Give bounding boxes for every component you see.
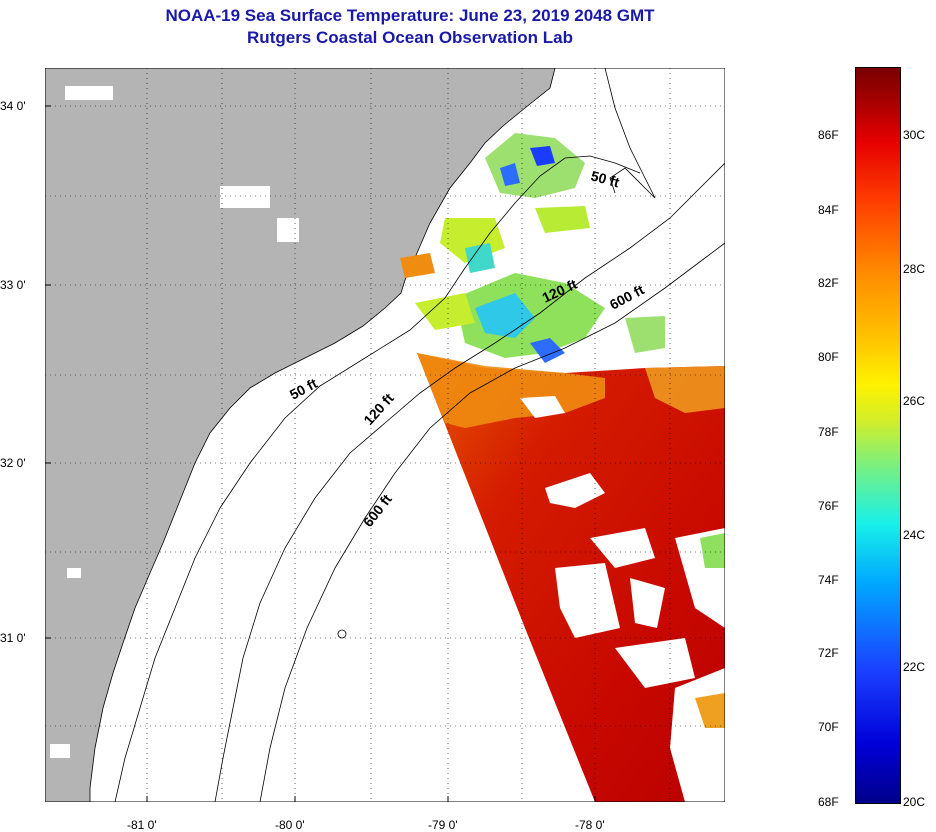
cb-label-80f: 80F — [818, 350, 839, 364]
sst-map: 50 ft 120 ft 600 ft 50 ft 120 ft 600 ft — [45, 68, 725, 802]
lat-label-32: 32 0' — [0, 456, 26, 470]
cb-label-30c: 30C — [903, 128, 926, 142]
bathymetry-contours — [114, 155, 725, 802]
cb-label-20c: 20C — [903, 795, 926, 809]
sst-cool-patches — [400, 133, 725, 728]
lat-label-31: 31 0' — [0, 631, 26, 645]
land-mass — [45, 68, 556, 802]
contour-label-50ft-north: 50 ft — [589, 167, 621, 190]
cb-label-82f: 82F — [818, 276, 839, 290]
map-subtitle: Rutgers Coastal Ocean Observation Lab — [247, 28, 573, 47]
cb-label-68f: 68F — [818, 795, 839, 809]
lon-label-78: -78 0' — [575, 818, 605, 832]
lon-label-80: -80 0' — [275, 818, 305, 832]
cb-label-74f: 74F — [818, 573, 839, 587]
coastline-east — [604, 68, 656, 199]
cb-label-24c: 24C — [903, 528, 926, 542]
map-title: NOAA-19 Sea Surface Temperature: June 23… — [165, 6, 655, 25]
cb-label-70f: 70F — [818, 720, 839, 734]
cb-label-72f: 72F — [818, 646, 839, 660]
cb-label-28c: 28C — [903, 262, 926, 276]
lat-lon-grid — [45, 68, 725, 802]
lon-label-81: -81 0' — [127, 818, 157, 832]
lat-label-33: 33 0' — [0, 278, 26, 292]
cb-label-86f: 86F — [818, 128, 839, 142]
temperature-colorbar — [855, 67, 901, 804]
cb-label-78f: 78F — [818, 425, 839, 439]
cb-label-22c: 22C — [903, 660, 926, 674]
cb-label-76f: 76F — [818, 499, 839, 513]
lat-label-34: 34 0' — [0, 99, 26, 113]
cb-label-26c: 26C — [903, 394, 926, 408]
cloud-gaps — [520, 396, 725, 802]
lon-label-79: -79 0' — [428, 818, 458, 832]
cb-label-84f: 84F — [818, 203, 839, 217]
